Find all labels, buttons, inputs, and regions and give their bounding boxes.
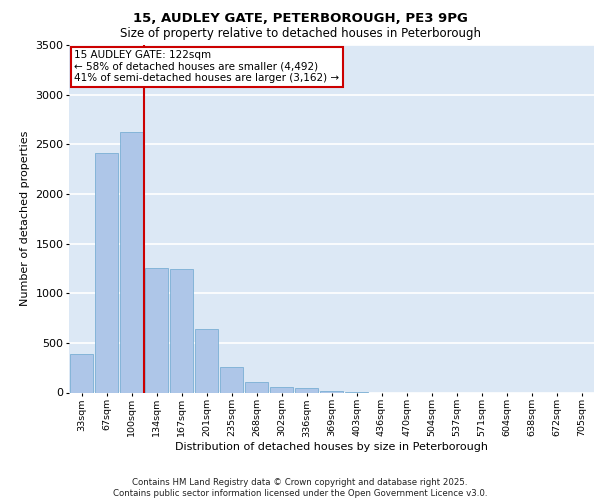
Text: 15 AUDLEY GATE: 122sqm
← 58% of detached houses are smaller (4,492)
41% of semi-: 15 AUDLEY GATE: 122sqm ← 58% of detached…	[74, 50, 340, 84]
Text: Size of property relative to detached houses in Peterborough: Size of property relative to detached ho…	[119, 28, 481, 40]
Text: Contains HM Land Registry data © Crown copyright and database right 2025.
Contai: Contains HM Land Registry data © Crown c…	[113, 478, 487, 498]
Bar	[270, 387, 293, 392]
Bar	[295, 388, 318, 392]
Bar	[220, 366, 243, 392]
Bar	[145, 268, 168, 392]
Bar	[245, 382, 268, 392]
X-axis label: Distribution of detached houses by size in Peterborough: Distribution of detached houses by size …	[175, 442, 488, 452]
Bar	[320, 390, 343, 392]
Bar	[95, 153, 118, 392]
Bar	[170, 270, 193, 392]
Bar	[120, 132, 143, 392]
Y-axis label: Number of detached properties: Number of detached properties	[20, 131, 30, 306]
Text: 15, AUDLEY GATE, PETERBOROUGH, PE3 9PG: 15, AUDLEY GATE, PETERBOROUGH, PE3 9PG	[133, 12, 467, 26]
Bar	[70, 354, 93, 393]
Bar	[195, 329, 218, 392]
